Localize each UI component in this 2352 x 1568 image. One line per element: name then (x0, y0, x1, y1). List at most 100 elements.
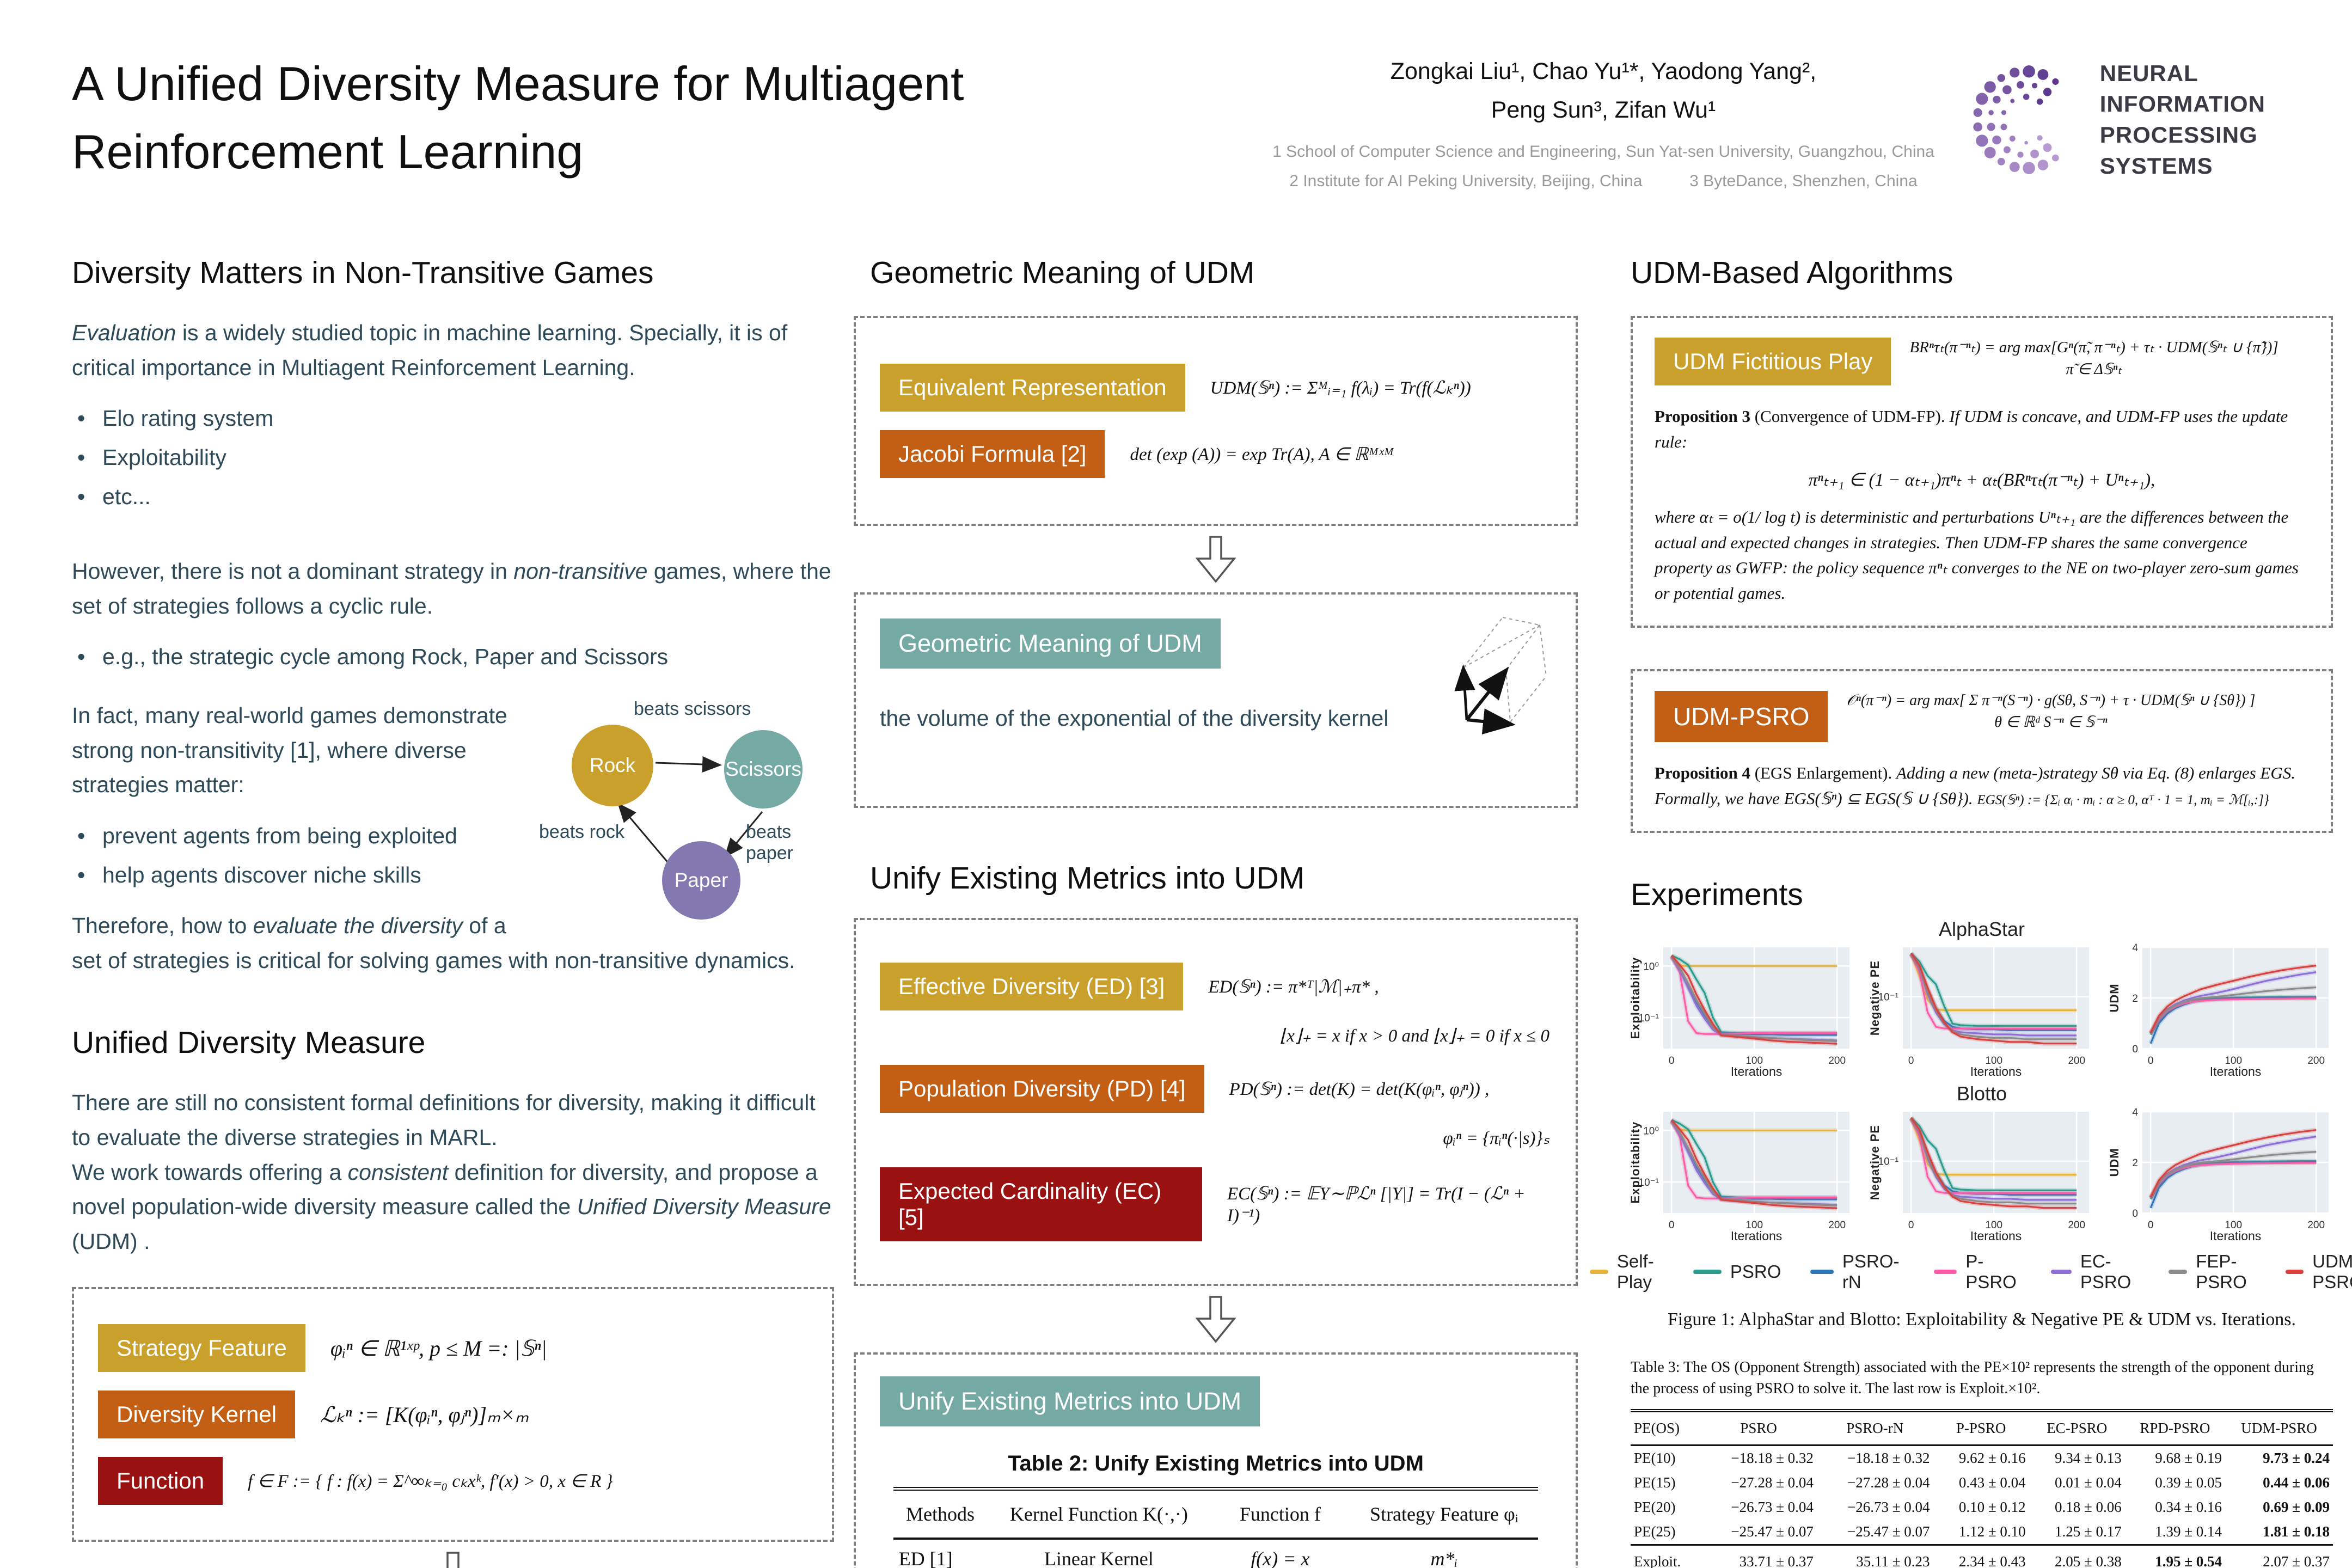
p6-italic2: Unified Diversity Measure (577, 1194, 831, 1220)
p2-pre: However, there is not a dominant strateg… (72, 559, 514, 584)
p4-pre: Therefore, how to (72, 913, 253, 939)
plot-negative_pe: 0 100 200 10⁻¹ Iterations Negative PE (1870, 947, 2089, 1079)
pd-tag: Population Diversity (PD) [4] (880, 1065, 1204, 1113)
svg-text:4: 4 (2132, 1107, 2138, 1118)
legend-swatch-icon (1693, 1270, 1722, 1274)
svg-text:10⁻¹: 10⁻¹ (1878, 1156, 1899, 1168)
svg-text:10⁻¹: 10⁻¹ (1639, 1013, 1659, 1024)
affiliation-2: 2 Institute for AI Peking University, Be… (1289, 171, 1643, 190)
heading-geometric: Geometric Meaning of UDM (870, 255, 1255, 290)
affiliation-1: 1 School of Computer Science and Enginee… (1272, 142, 1934, 161)
plot-udm: 0 100 200 0 2 4 Iterations UDM (2110, 942, 2329, 1079)
figure-title-blotto: Blotto (1956, 1082, 2007, 1105)
svg-text:Exploitability: Exploitability (1631, 957, 1642, 1039)
down-arrow-3 (854, 1296, 1578, 1343)
equiv-representation-tag: Equivalent Representation (880, 364, 1185, 412)
strategy-feature-tag: Strategy Feature (98, 1324, 305, 1373)
title-line2: Reinforcement Learning (72, 124, 584, 179)
bullet-list-metrics: Elo rating system Exploitability etc... (72, 399, 834, 516)
svg-text:100: 100 (2225, 1220, 2242, 1231)
p6-pre: We work towards offering a (72, 1159, 348, 1185)
udm-psro-tag: UDM-PSRO (1655, 691, 1828, 742)
plot-exploitability: 0 100 200 10⁰ 10⁻¹ Iterations Exploitability (1631, 1112, 1849, 1243)
svg-text:10⁻¹: 10⁻¹ (1639, 1177, 1659, 1189)
authors-line1: Zongkai Liu¹, Chao Yu¹*, Yaodong Yang², (1390, 58, 1817, 84)
ec-row: Expected Cardinality (EC) [5] EC(𝕊ⁿ) := … (880, 1167, 1552, 1241)
table-row: Exploit. 33.71 ± 0.37 35.11 ± 0.23 2.34 ± 0… (1631, 1543, 2333, 1568)
svg-text:100: 100 (1745, 1055, 1763, 1067)
strategy-feature-row: Strategy Feature φᵢⁿ ∈ ℝ¹ˣᵖ, p ≤ M =: |𝕊… (98, 1324, 808, 1373)
udm-psro-under: θ ∈ ℝᵈ S⁻ⁿ ∈ 𝕊⁻ⁿ (1994, 714, 2108, 731)
table2-caption: Table 2: Unify Existing Metrics into UDM (1008, 1451, 1424, 1475)
ed-row: Effective Diversity (ED) [3] ED(𝕊ⁿ) := π… (880, 963, 1552, 1010)
paragraph-therefore: Therefore, how to evaluate the diversity… (72, 909, 834, 978)
svg-text:0: 0 (1669, 1220, 1675, 1231)
heading-unify: Unify Existing Metrics into UDM (870, 861, 1305, 896)
svg-text:200: 200 (2307, 1220, 2325, 1231)
svg-text:Iterations: Iterations (1731, 1064, 1783, 1079)
equiv-representation-formula: UDM(𝕊ⁿ) := Σᴹᵢ₌₁ f(λᵢ) = Tr(f(ℒₖⁿ)) (1210, 378, 1471, 398)
plot-udm: 0 100 200 0 2 4 Iterations UDM (2110, 1107, 2329, 1243)
svg-text:0: 0 (2132, 1208, 2138, 1220)
legend-item: Self-Play (1590, 1251, 1664, 1293)
table-row: PE(15) −27.28 ± 0.04 −27.28 ± 0.04 0.43 ± 0… (1634, 1474, 2330, 1491)
paragraph-we-propose: We work towards offering a consistent de… (72, 1155, 834, 1259)
paragraph-nontransitive: However, there is not a dominant strateg… (72, 554, 834, 623)
bullet-elo: Elo rating system (72, 399, 834, 438)
udm-fp-box: UDM Fictitious Play BRⁿτₜ(π⁻ⁿₜ) = arg ma… (1631, 316, 2333, 628)
svg-text:2: 2 (2132, 993, 2138, 1004)
unify-tag: Unify Existing Metrics into UDM (880, 1376, 1260, 1426)
udm-psro-box: UDM-PSRO 𝒪ⁿ(π⁻ⁿ) = arg max[ Σ π⁻ⁿ(S⁻ⁿ) ·… (1631, 669, 2333, 833)
unify-table-box: Unify Existing Metrics into UDM Table 2:… (854, 1352, 1578, 1568)
fp-row: UDM Fictitious Play BRⁿτₜ(π⁻ⁿₜ) = arg ma… (1655, 338, 2309, 385)
proposition-3: Proposition 3 (Convergence of UDM-FP). I… (1655, 404, 2309, 455)
ed-formula-1: ED(𝕊ⁿ) := π*ᵀ|ℳ|₊π* , (1208, 977, 1379, 997)
function-formula: f ∈ F := { f : f(x) = Σ^∞ₖ₌₀ cₖxᵏ, f′(x)… (248, 1472, 613, 1492)
legend-swatch-icon (2168, 1270, 2188, 1274)
hollow-down-arrow-icon (1196, 536, 1236, 583)
metrics-box: Effective Diversity (ED) [3] ED(𝕊ⁿ) := π… (854, 918, 1578, 1286)
table3-caption: Table 3: The OS (Opponent Strength) asso… (1631, 1358, 2314, 1397)
down-arrow-1 (72, 1552, 834, 1568)
equivalence-box: Equivalent Representation UDM(𝕊ⁿ) := Σᴹᵢ… (854, 316, 1578, 526)
svg-text:100: 100 (1985, 1220, 2002, 1231)
title-line1: A Unified Diversity Measure for Multiage… (72, 57, 964, 111)
svg-text:200: 200 (1828, 1220, 1846, 1231)
svg-text:0: 0 (2148, 1220, 2154, 1231)
authors-line2: Peng Sun³, Zifan Wu¹ (1491, 96, 1716, 123)
proposition-4: Proposition 4 (EGS Enlargement). Adding … (1655, 761, 2309, 811)
diversity-kernel-formula: ℒₖⁿ := [K(φᵢⁿ, φⱼⁿ)]ₘ×ₘ (320, 1402, 529, 1427)
column-left: Diversity Matters in Non-Transitive Game… (72, 255, 834, 1568)
rock-paper-scissors-diagram: Rock Scissors Paper beats scissors beats… (529, 699, 834, 933)
table-row: PE(20) −26.73 ± 0.04 −26.73 ± 0.04 0.10 ± 0… (1634, 1498, 2330, 1515)
egs-formula: EGS(𝕊ⁿ) := {Σᵢ αᵢ · mᵢ : α ≥ 0, αᵀ · 1 =… (1977, 792, 2269, 807)
svg-text:0: 0 (2148, 1055, 2154, 1067)
udm-definition-box: Strategy Feature φᵢⁿ ∈ ℝ¹ˣᵖ, p ≤ M =: |𝕊… (72, 1287, 834, 1542)
page-title: A Unified Diversity Measure for Multiage… (72, 50, 1161, 186)
svg-text:10⁻¹: 10⁻¹ (1878, 992, 1899, 1003)
plot-negative_pe: 0 100 200 10⁻¹ Iterations Negative PE (1870, 1112, 2089, 1243)
function-row: Function f ∈ F := { f : f(x) = Σ^∞ₖ₌₀ cₖ… (98, 1457, 808, 1505)
down-arrow-2 (854, 536, 1578, 583)
rock-node: Rock (572, 725, 653, 807)
rps-section: Rock Scissors Paper beats scissors beats… (72, 699, 834, 978)
function-tag: Function (98, 1457, 223, 1505)
equiv-representation-row: Equivalent Representation UDM(𝕊ⁿ) := Σᴹᵢ… (880, 364, 1552, 412)
udm-psro-formula: 𝒪ⁿ(π⁻ⁿ) = arg max[ Σ π⁻ⁿ(S⁻ⁿ) · g(Sθ, S⁻… (1846, 692, 2256, 709)
legend-swatch-icon (1590, 1270, 1608, 1274)
bullet-exploitability: Exploitability (72, 438, 834, 477)
svg-text:200: 200 (1828, 1055, 1846, 1067)
table3: PE(OS) PSRO PSRO-rN P-PSRO EC-PSRO RPD-PSRO… (1631, 1408, 2333, 1568)
udm-fp-under: π̃ ∈ Δ𝕊ⁿₜ (2066, 361, 2122, 378)
diversity-kernel-tag: Diversity Kernel (98, 1391, 296, 1439)
figure-title-alphastar: AlphaStar (1938, 918, 2025, 940)
paragraph-evaluation: Evaluation is a widely studied topic in … (72, 316, 834, 385)
ec-tag: Expected Cardinality (EC) [5] (880, 1167, 1202, 1241)
diversity-kernel-row: Diversity Kernel ℒₖⁿ := [K(φᵢⁿ, φⱼⁿ)]ₘ×ₘ (98, 1391, 808, 1439)
p6-mid: definition for diversity, and propose a … (72, 1159, 818, 1220)
p4-italic: evaluate the diversity (253, 913, 463, 939)
psro-row: UDM-PSRO 𝒪ⁿ(π⁻ⁿ) = arg max[ Σ π⁻ⁿ(S⁻ⁿ) ·… (1655, 691, 2309, 742)
prop4-normal: (EGS Enlargement). (1750, 763, 1897, 782)
p4-post: of a set of strategies is critical for s… (72, 913, 795, 973)
svg-text:200: 200 (2068, 1055, 2085, 1067)
